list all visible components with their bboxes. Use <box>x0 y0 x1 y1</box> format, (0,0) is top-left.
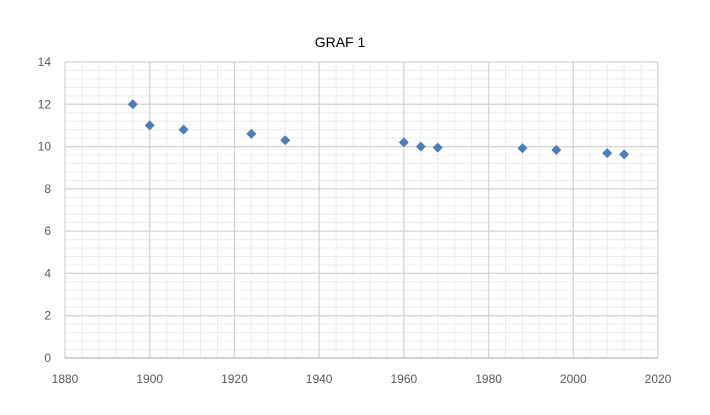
data-point <box>178 124 189 135</box>
data-point <box>144 120 155 131</box>
data-point <box>551 144 562 155</box>
y-tick-label: 0 <box>44 351 51 365</box>
y-tick-label: 6 <box>44 224 51 238</box>
x-tick-label: 2000 <box>560 372 587 386</box>
x-tick-label: 2020 <box>645 372 672 386</box>
data-point <box>246 128 257 139</box>
data-point <box>432 142 443 153</box>
x-tick-label: 1900 <box>136 372 163 386</box>
x-tick-label: 1960 <box>391 372 418 386</box>
y-tick-label: 4 <box>44 266 51 280</box>
data-point <box>280 135 291 146</box>
x-tick-label: 1920 <box>221 372 248 386</box>
x-tick-label: 1980 <box>475 372 502 386</box>
data-point <box>517 143 528 154</box>
data-point <box>398 137 409 148</box>
data-point <box>602 148 613 159</box>
data-point <box>127 99 138 110</box>
chart-title: GRAF 1 <box>315 34 366 50</box>
y-axis: 0 2 4 6 8 10 12 14 <box>38 55 52 365</box>
y-tick-label: 2 <box>44 309 51 323</box>
x-axis: 1880 1900 1920 1940 1960 1980 2000 2020 <box>52 372 672 386</box>
y-tick-label: 14 <box>38 55 52 69</box>
data-point <box>619 149 630 160</box>
y-tick-label: 12 <box>38 97 52 111</box>
data-point <box>415 141 426 152</box>
y-tick-label: 8 <box>44 182 51 196</box>
data-points <box>127 99 630 160</box>
x-tick-label: 1940 <box>306 372 333 386</box>
x-tick-label: 1880 <box>52 372 79 386</box>
grid <box>64 61 659 359</box>
y-tick-label: 10 <box>38 140 52 154</box>
